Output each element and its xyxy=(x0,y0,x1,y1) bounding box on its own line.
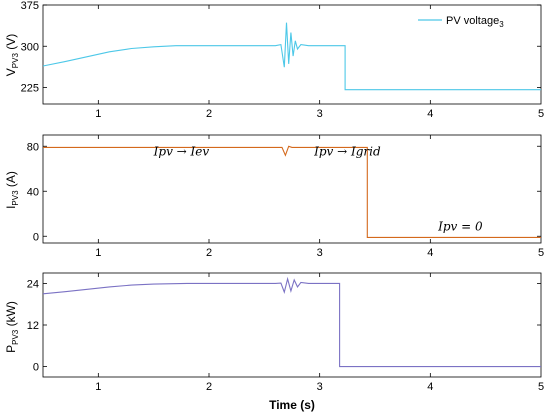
y-tick-label: 0 xyxy=(33,231,39,243)
legend-label: PV voltage3 xyxy=(446,15,504,29)
panel-current: 1 2 3 4 5 0 40 80 IPV3 (A) Ipv → Iev Ipv → Igri… xyxy=(4,134,544,259)
plot-frame-voltage xyxy=(42,4,542,105)
x-tick-label: 2 xyxy=(206,247,212,259)
ylabel-current: IPV3 (A) xyxy=(4,171,20,209)
plot-frame-current xyxy=(42,134,542,244)
x-tick-label: 4 xyxy=(427,247,433,259)
x-tick-label: 3 xyxy=(317,247,323,259)
ylabel-voltage: VPV3 (V) xyxy=(4,34,20,76)
panel-voltage: 1 2 3 4 5 225 300 375 VPV3 (V) PV voltage3 xyxy=(4,0,544,120)
annotation-ipv-iev: Ipv → Iev xyxy=(153,144,210,158)
annotation-ipv-zero: Ipv = 0 xyxy=(437,220,483,234)
y-tick-label: 0 xyxy=(33,362,39,374)
annotation-ipv-igrid: Ipv → Igrid xyxy=(313,144,381,158)
y-tick-label: 24 xyxy=(27,278,39,290)
x-tick-label: 5 xyxy=(538,381,544,393)
series-line-power xyxy=(42,276,541,368)
ylabel-power: PPV3 (kW) xyxy=(4,301,20,353)
y-tick-label: 40 xyxy=(27,186,39,198)
series-line-voltage xyxy=(42,22,541,91)
y-tick-label: 225 xyxy=(21,83,39,95)
x-tick-label: 4 xyxy=(427,381,433,393)
x-tick-label: 1 xyxy=(95,381,101,393)
x-tick-label: 1 xyxy=(95,108,101,120)
x-tick-label: 5 xyxy=(538,247,544,259)
y-tick-label: 80 xyxy=(27,141,39,153)
x-tick-label: 5 xyxy=(538,108,544,120)
x-tick-label: 4 xyxy=(427,108,433,120)
y-tick-label: 300 xyxy=(21,41,39,53)
x-tick-label: 2 xyxy=(206,381,212,393)
y-tick-label: 375 xyxy=(21,0,39,12)
series-line-current xyxy=(43,145,541,238)
x-tick-label: 3 xyxy=(317,381,323,393)
legend: PV voltage3 xyxy=(418,15,504,29)
x-tick-label: 2 xyxy=(206,108,212,120)
y-tick-label: 12 xyxy=(27,320,39,332)
xlabel-time: Time (s) xyxy=(269,398,315,412)
x-tick-label: 3 xyxy=(317,108,323,120)
x-tick-label: 1 xyxy=(95,247,101,259)
